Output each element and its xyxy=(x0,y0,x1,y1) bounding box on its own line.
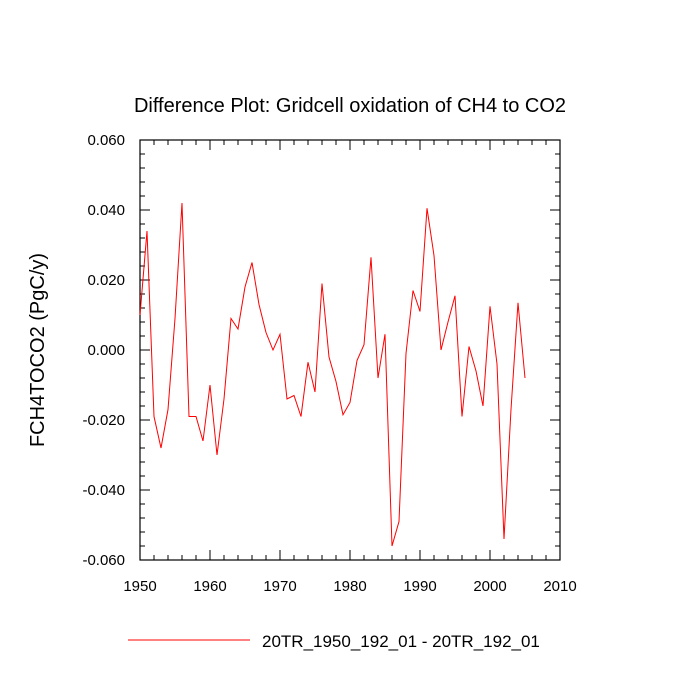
y-tick-label: 0.020 xyxy=(87,272,125,289)
y-tick-label: -0.040 xyxy=(82,482,125,499)
plot-frame xyxy=(139,139,561,561)
y-axis-label: FCH4TOCO2 (PgC/y) xyxy=(27,253,49,447)
legend-label: 20TR_1950_192_01 - 20TR_192_01 xyxy=(262,632,540,651)
chart-title: Difference Plot: Gridcell oxidation of C… xyxy=(134,95,566,117)
axis-ticks xyxy=(139,139,561,561)
x-tick-label: 1990 xyxy=(403,578,436,595)
y-tick-label: 0.040 xyxy=(87,202,125,219)
y-tick-label: 0.000 xyxy=(87,342,125,359)
x-tick-label: 1970 xyxy=(263,578,296,595)
series-line xyxy=(139,202,526,547)
data-series xyxy=(139,202,526,547)
x-tick-label: 1980 xyxy=(333,578,366,595)
y-tick-label: 0.060 xyxy=(87,132,125,149)
x-tick-label: 2000 xyxy=(473,578,506,595)
x-tick-label: 1950 xyxy=(123,578,156,595)
y-tick-label: -0.060 xyxy=(82,552,125,569)
y-tick-label: -0.020 xyxy=(82,412,125,429)
axis-tick-labels: 1950 1960 1970 1980 1990 2000 2010 -0.060 -0.040… xyxy=(82,132,576,595)
x-tick-label: 1960 xyxy=(193,578,226,595)
x-tick-label: 2010 xyxy=(543,578,576,595)
